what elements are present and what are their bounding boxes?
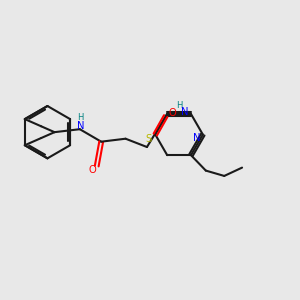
Text: O: O — [168, 108, 176, 118]
Text: S: S — [145, 134, 151, 144]
Text: H: H — [77, 113, 84, 122]
Text: N: N — [193, 133, 200, 143]
Text: N: N — [76, 121, 84, 130]
Text: H: H — [176, 100, 183, 109]
Text: N: N — [181, 106, 188, 117]
Text: O: O — [88, 165, 96, 175]
